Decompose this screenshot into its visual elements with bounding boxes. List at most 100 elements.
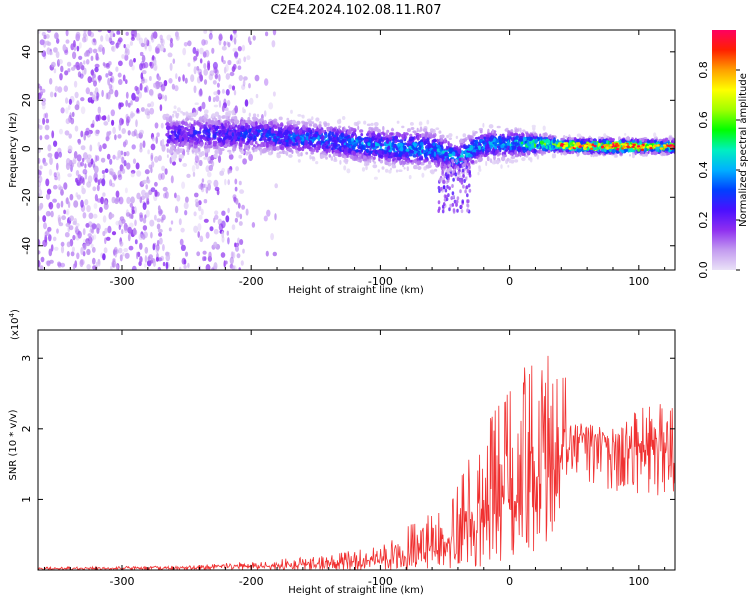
spectrogram-cell [42,215,47,223]
spectrogram-cell [46,30,52,33]
spectrogram-cell [119,102,124,108]
spectrogram-cell [343,165,347,171]
spectrogram-cell [427,151,432,154]
spectrogram-cell [231,224,236,231]
spectrogram-cell [232,147,237,152]
spectrogram-cell [669,144,673,147]
spectrogram-cell [392,145,397,148]
spectrogram-cell [109,213,115,219]
spectrogram-cell [101,178,106,187]
spectrogram-cell [51,130,55,139]
spectrogram-cell [69,193,74,201]
spectrogram-cell [467,199,470,204]
spectrogram-cell [234,143,238,147]
spectrogram-cell [408,138,413,142]
spectrogram-cell [123,226,128,234]
spectrogram-cell [193,55,198,61]
spectrogram-cell [335,149,340,154]
spectrogram-cell [543,132,548,138]
spectrogram-cell [185,111,189,116]
spectrogram-cell [212,130,215,135]
spectrogram-cell [505,127,509,131]
spectrogram-cell [124,47,128,54]
spectrogram-cell [564,139,569,143]
spectrogram-cell [98,44,104,52]
spectrogram-cell [38,180,42,187]
spectrogram-cell [372,164,378,169]
spectrogram-cell [143,86,147,93]
spectrogram-cell [94,63,100,68]
spectrogram-cell [207,171,212,178]
spectrogram-cell [493,131,497,137]
spectrogram-cell [542,147,546,152]
spectrogram-cell [96,95,99,101]
spectrogram-cell [640,148,645,151]
spectrogram-cell [221,55,224,63]
spectrogram-cell [489,144,493,148]
spectrogram-cell [637,145,641,148]
spectrogram-cell [172,161,176,166]
spectrogram-cell [224,107,229,112]
spectrogram-cell [160,38,164,44]
spectrogram-cell [165,133,170,137]
spectrogram-cell [264,78,269,86]
spectrogram-cell [443,164,448,169]
spectrogram-cell [182,74,185,82]
spectrogram-cell [223,66,227,74]
spectrogram-cell [207,183,212,191]
spectrogram-cell [269,121,273,126]
spectrogram-cell [466,203,470,208]
spectrogram-cell [573,145,577,148]
spectrogram-cell [91,246,96,253]
spectrogram-cell [124,252,130,259]
spectrogram-cell [57,262,62,268]
spectrogram-cell [373,156,376,160]
spectrogram-cell [128,245,134,251]
spectrogram-cell [58,151,62,158]
spectrogram-cell [47,226,52,232]
spectrogram-cell [421,172,425,178]
spectrogram-cell [467,135,472,139]
spectrogram-cell [159,237,163,245]
spectrogram-cell [506,157,510,162]
spectrogram-cell [83,60,86,65]
spectrogram-cell [208,138,211,141]
spectrogram-cell [350,127,355,132]
spectrogram-cell [209,30,213,35]
spectrogram-cell [448,133,453,138]
spectrogram-cell [545,145,548,151]
spectrogram-cell [43,40,47,48]
spectrogram-cell [214,118,218,121]
spectrogram-cell [498,152,501,156]
spectrogram-cell [212,140,215,144]
spectrogram-cell [395,131,400,136]
spectrogram-cell [441,166,444,171]
spectrogram-cell [464,150,467,155]
spectrogram-cell [92,265,97,270]
spectrogram-cell [576,133,582,138]
spectrogram-cell [629,154,631,157]
spectrogram-cell [325,156,328,160]
spectrogram-cell [72,51,77,60]
spectrogram-cell [370,122,374,126]
spectrogram-cell [526,150,530,156]
spectrogram-cell [131,92,136,101]
spectrogram-cell [364,161,368,165]
spectrogram-cell [214,214,219,220]
spectrogram-cell [406,142,411,147]
spectrogram-cell [97,141,101,148]
spectrogram-cell [154,122,159,129]
spectrogram-cell [164,168,168,175]
figure-title: C2E4.2024.102.08.11.R07 [270,3,441,18]
spectrogram-cell [415,147,420,152]
spectrogram-cell [318,130,323,136]
spectrogram-cell [477,171,480,176]
spectrogram-cell [416,160,420,166]
spectrogram-cell [212,134,215,138]
spectrogram-cell [189,129,194,135]
spectrogram-cell [82,243,87,251]
spectrogram-cell [102,143,107,150]
spectrogram-cell [346,168,351,174]
spectrogram-cell [248,153,254,162]
spectrogram-cell [506,135,511,140]
